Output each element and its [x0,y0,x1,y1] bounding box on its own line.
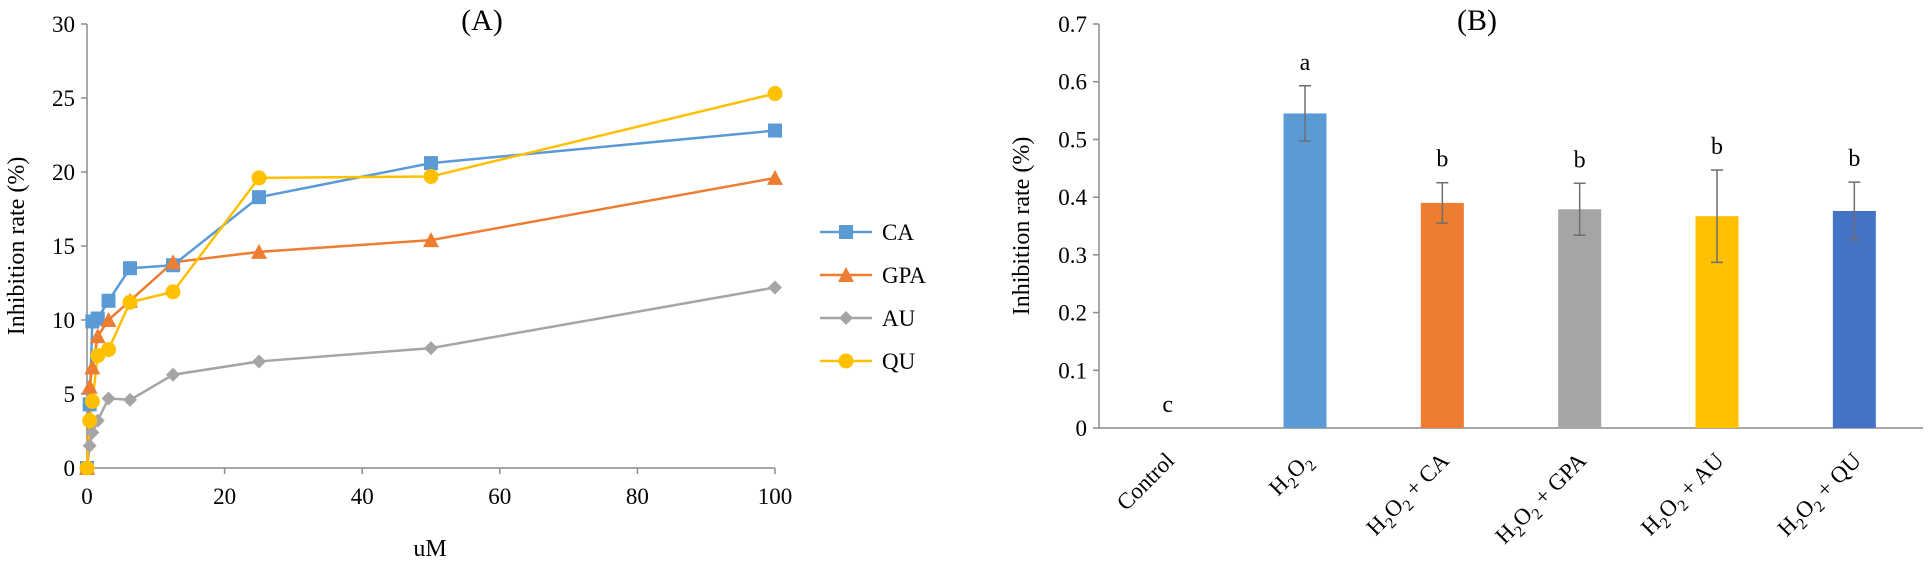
data-point-qu [767,86,783,102]
chart-a-legend: CA GPA AU QU [820,220,926,374]
category-label: H2O2 + GPA [1490,448,1595,553]
category-label-suffix: + GPA [1525,448,1591,514]
legend-label-qu: QU [882,349,916,374]
x-tick-label: 100 [758,484,793,509]
significance-letter: a [1300,50,1311,76]
data-point-qu [122,294,138,310]
data-point-au [85,425,100,440]
y-tick-label: 25 [52,86,75,111]
legend-marker-au [839,311,853,325]
y-tick-label: 0.2 [1058,301,1087,326]
chart-a-x-label: uM [413,536,446,562]
data-point-qu [82,413,98,429]
x-tick-label: 0 [81,484,93,509]
x-tick-label: 60 [488,484,511,509]
y-tick-label: 20 [52,160,75,185]
chart-a-y-label: Inhibition rate (%) [4,157,30,336]
significance-letter: b [1436,147,1448,173]
data-point-ca [768,123,782,138]
category-label: H2O2 + QU [1773,448,1870,545]
y-tick-label: 0.3 [1058,243,1087,268]
category-label-suffix: + QU [1807,448,1866,507]
significance-letter: b [1574,147,1586,173]
category-label: Control [1112,448,1179,515]
data-point-qu [84,393,100,409]
data-point-au [82,438,97,453]
series-line-gpa [85,176,776,469]
data-point-au [123,392,137,407]
x-tick-label: 20 [213,484,236,509]
category-label: H2O2 + AU [1636,448,1732,544]
category-label: H2O2 + CA [1361,448,1457,544]
chart-b: (B) 0 0.1 0.2 0.3 0.4 0.5 0.6 0.7 Inhibition ra… [1009,4,1923,553]
data-point-ca [101,293,116,308]
chart-b-y-label: Inhibition rate (%) [1009,137,1035,316]
y-tick-label: 0.6 [1058,70,1087,95]
y-tick-label: 15 [52,234,75,259]
bar [1283,113,1327,428]
chart-a: (A) 0 5 10 15 20 25 30 0 20 40 60 80 100 uM Inhibit… [4,4,926,562]
data-point-au [252,354,266,369]
data-point-ca [90,311,105,326]
legend-label-gpa: GPA [882,263,926,288]
bar [1558,209,1602,428]
data-point-ca [252,190,266,205]
data-point-gpa [165,254,181,270]
legend-label-ca: CA [882,220,914,245]
category-label-suffix: + AU [1671,448,1729,506]
series-line-au [85,286,776,469]
data-point-au [101,391,116,406]
bar [1832,210,1876,428]
data-point-gpa [100,312,117,327]
data-point-gpa [81,378,98,394]
data-point-qu [79,460,95,476]
legend-marker-gpa [838,267,854,282]
data-point-gpa [84,359,101,375]
y-tick-label: 5 [64,382,76,407]
x-tick-label: 40 [351,484,374,509]
y-tick-label: 0.7 [1058,12,1087,37]
data-point-au [166,367,180,382]
data-point-ca [123,261,137,276]
data-point-gpa [767,169,783,185]
y-tick-label: 30 [52,12,75,37]
data-point-au [424,341,438,356]
chart-b-title: (B) [1457,4,1497,37]
category-label-base: Control [1112,448,1179,515]
series-line-qu [85,92,776,469]
chart-a-title: (A) [461,4,503,37]
significance-letter: b [1848,146,1860,172]
data-point-qu [251,170,267,186]
data-point-qu [423,168,439,184]
bar [1420,202,1464,428]
legend-label-au: AU [882,306,916,331]
y-tick-label: 0 [1076,416,1088,441]
y-tick-label: 0 [64,456,76,481]
data-point-qu [165,284,181,300]
data-point-au [768,280,782,295]
category-label: H2O2 [1264,448,1320,504]
y-tick-label: 0.5 [1058,127,1087,152]
y-tick-label: 0.1 [1058,358,1087,383]
significance-letter: b [1711,134,1723,160]
category-label-suffix: + CA [1396,448,1454,506]
data-point-gpa [89,328,106,344]
legend-marker-ca [839,225,853,239]
y-tick-label: 10 [52,308,75,333]
x-tick-label: 80 [626,484,649,509]
data-point-gpa [251,243,267,259]
data-point-gpa [423,232,439,248]
data-point-ca [424,156,438,171]
legend-marker-qu [838,353,854,369]
data-point-qu [101,342,117,358]
significance-letter: c [1162,392,1173,418]
y-tick-label: 0.4 [1058,185,1087,210]
